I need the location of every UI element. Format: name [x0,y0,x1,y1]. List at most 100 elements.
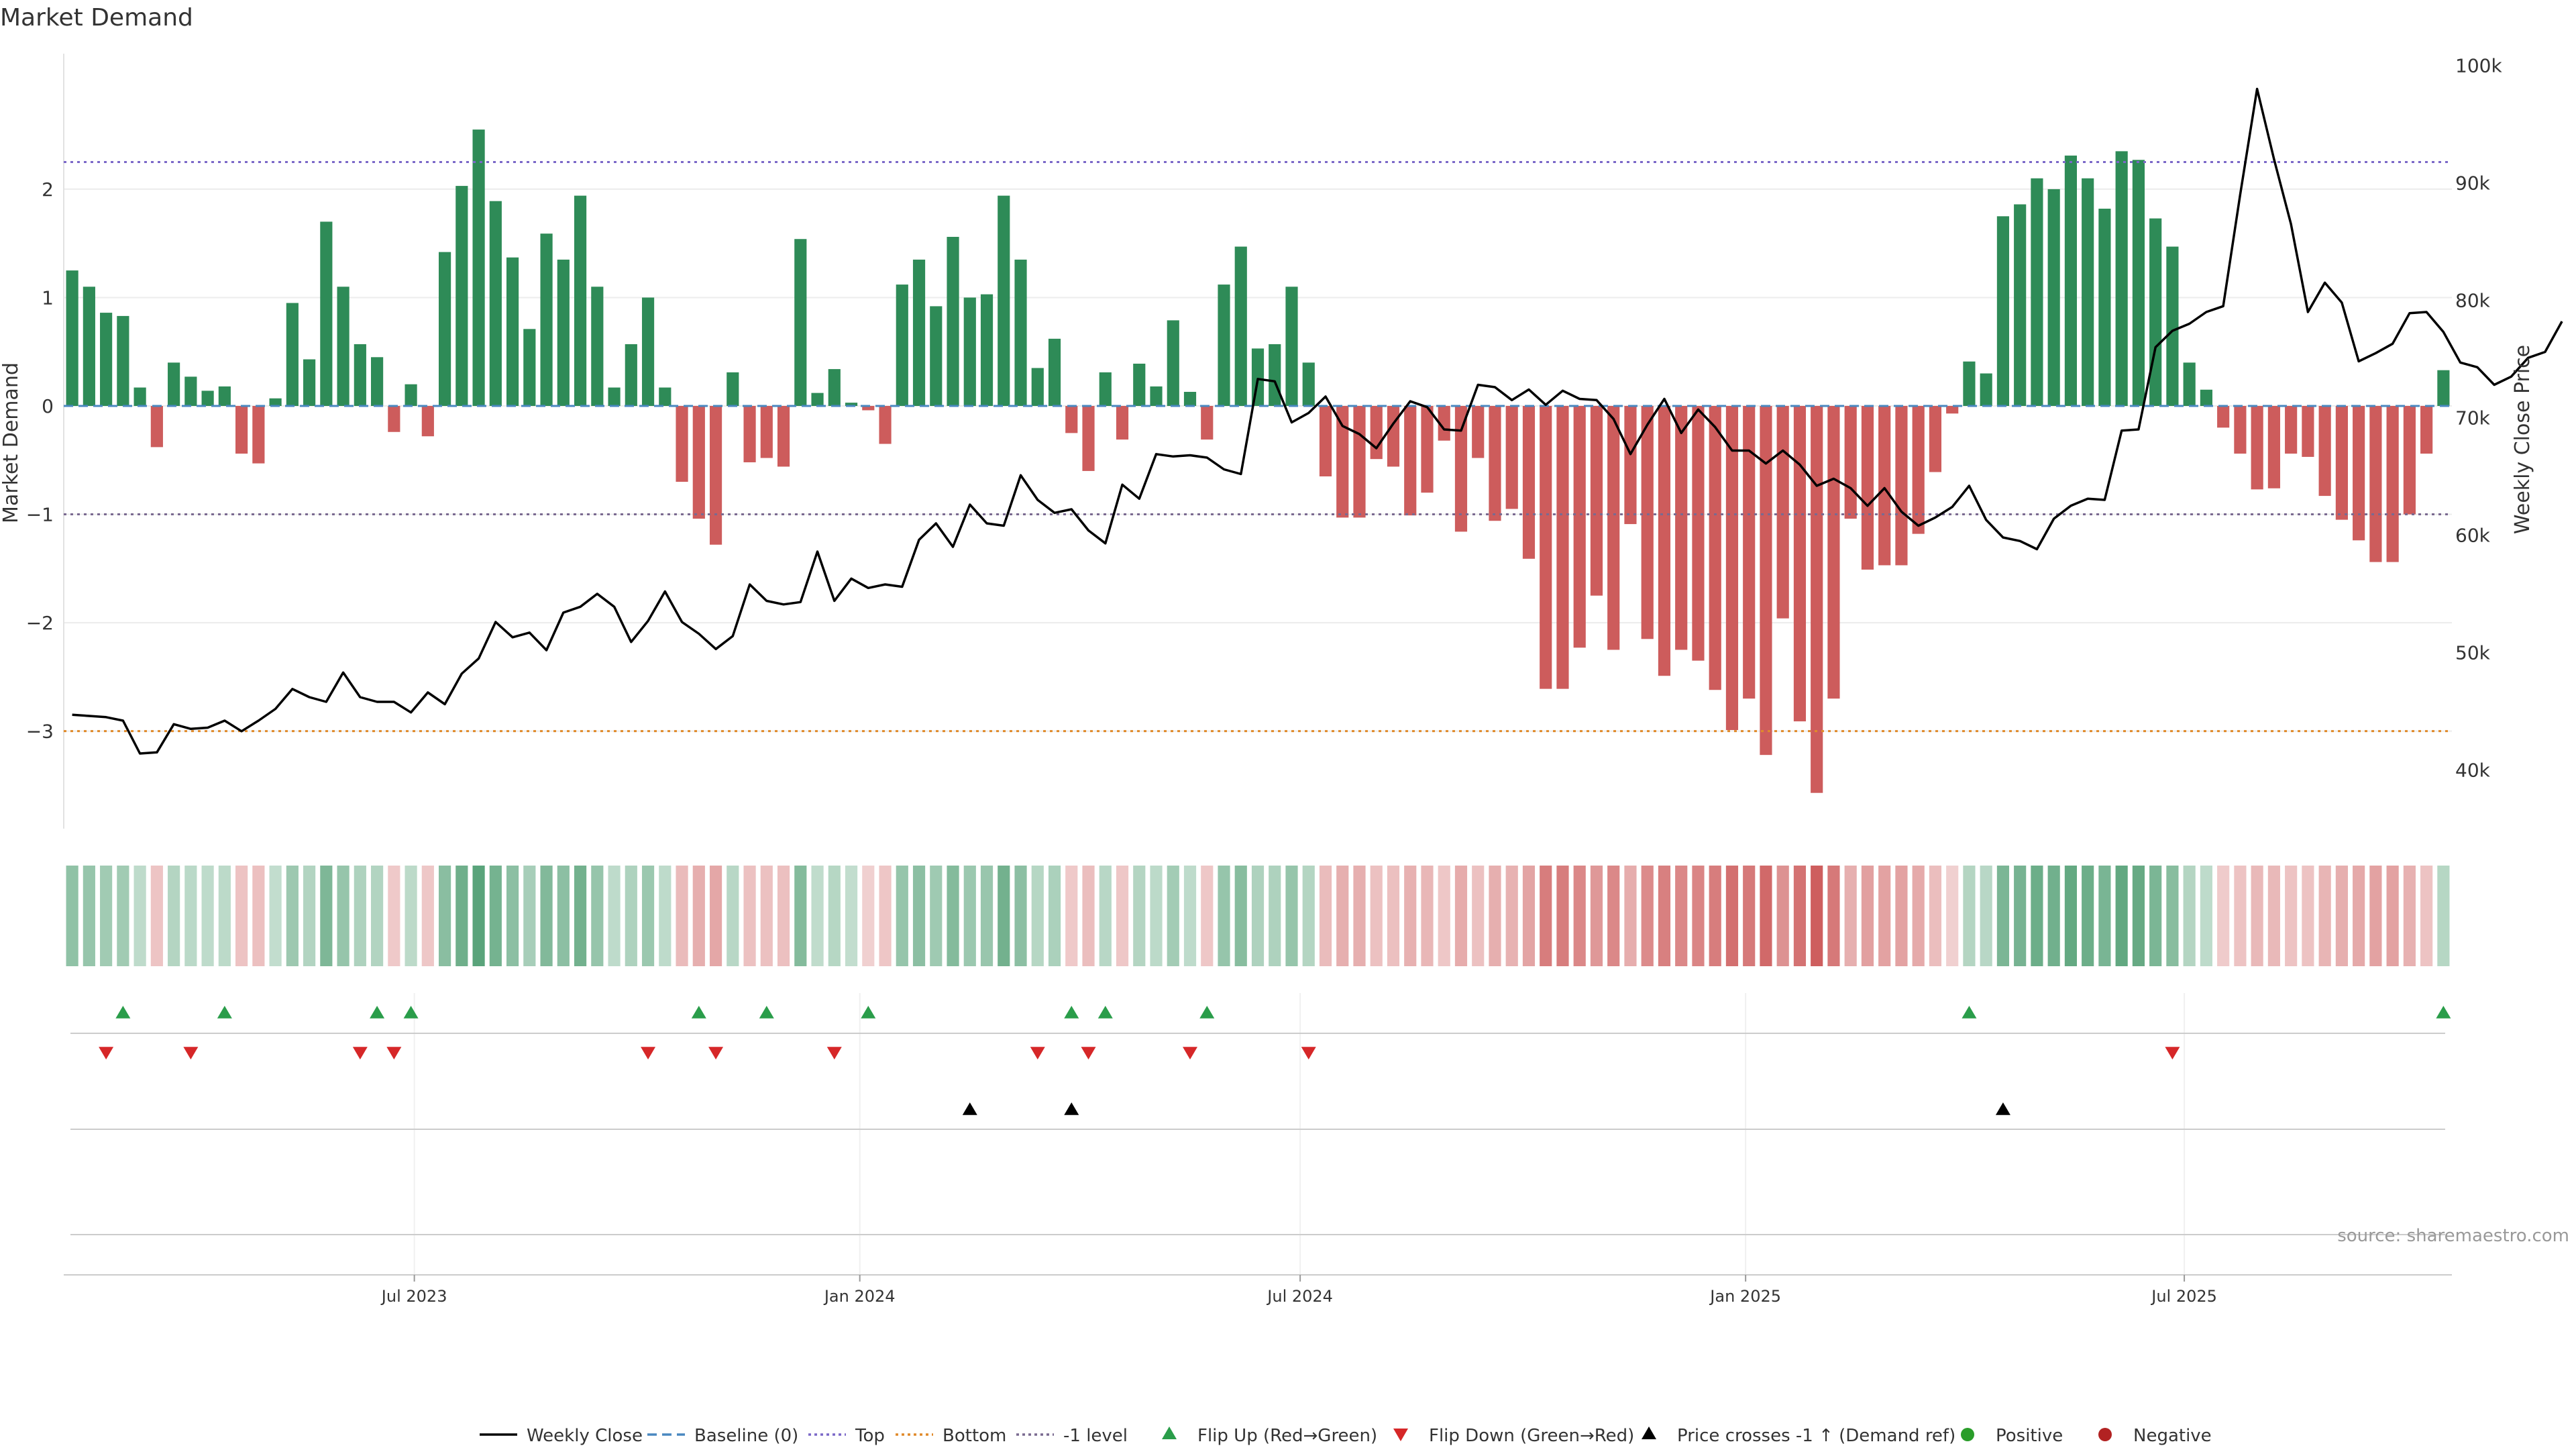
demand-bar [1573,406,1586,648]
demand-bar [472,129,485,407]
strip-cell [2234,866,2247,966]
strip-cell [760,866,773,966]
strip-cell [2115,866,2128,966]
demand-bar [811,393,824,406]
demand-bar [184,376,197,406]
strip-cell [150,866,163,966]
strip-cell [2353,866,2365,966]
y-axis-label-left: Market Demand [0,362,23,523]
demand-bar [235,406,248,454]
strip-cell [1269,866,1281,966]
strip-cell [2082,866,2094,966]
strip-cell [201,866,214,966]
strip-cell [608,866,621,966]
strip-cell [1048,866,1061,966]
flip-up-marker [1962,1006,1977,1019]
strip-cell [2369,866,2382,966]
flip-up-marker [370,1006,385,1019]
strip-cell [743,866,756,966]
chart-title: Market Demand [0,4,193,32]
event-rows [70,1006,2451,1235]
demand-bar [1031,368,1044,406]
demand-bar [1709,406,1721,690]
strip-cell [1285,866,1298,966]
demand-bar [354,344,366,406]
flip-down-marker [2165,1047,2180,1059]
demand-bar [2285,406,2298,454]
demand-bar [1963,361,1976,406]
strip-cell [998,866,1010,966]
demand-bar [1946,406,1959,414]
strip-cell [811,866,824,966]
strip-cell [2014,866,2027,966]
legend-label: Baseline (0) [694,1426,798,1446]
x-tick-label: Jul 2023 [380,1287,447,1306]
strip-cell [1607,866,1620,966]
demand-bar [760,406,773,458]
demand-bar [1895,406,1908,566]
strip-cell [692,866,705,966]
demand-bar [2302,406,2314,457]
strip-cell [405,866,417,966]
strip-cell [557,866,570,966]
demand-bar [963,297,976,406]
demand-bar [2132,160,2145,407]
strip-cell [1760,866,1772,966]
strip-cell [455,866,468,966]
demand-bar [168,362,180,406]
x-tick-label: Jan 2025 [1709,1287,1781,1306]
demand-bar [455,186,468,406]
demand-bar [1590,406,1603,596]
strip-cell [1353,866,1366,966]
strip-cell [337,866,350,966]
strip-cell [523,866,536,966]
demand-bar [1505,406,1518,509]
strip-cell [354,866,366,966]
strip-cell [828,866,841,966]
strip-cell [1675,866,1688,966]
strip-cell [1929,866,1942,966]
demand-bar [2267,406,2280,488]
demand-bar [947,237,959,406]
demand-bar [1624,406,1637,525]
demand-bar [489,201,502,406]
strip-cell [117,866,129,966]
strip-cell [2335,866,2348,966]
strip-cell [1234,866,1247,966]
demand-bar [1183,392,1197,406]
strip-cell [1370,866,1383,966]
y-tick-label-left: −3 [26,721,54,743]
strip-cell [2166,866,2179,966]
strip-cell [2132,866,2145,966]
demand-bar [337,287,350,406]
demand-bar [523,329,536,406]
strip-cell [963,866,976,966]
demand-bar [2200,389,2212,406]
demand-bar [2420,406,2433,454]
strip-cell [1472,866,1485,966]
flip-up-marker [115,1006,131,1019]
price-cross-marker [1064,1102,1079,1115]
strip-cell [506,866,519,966]
strip-cell [1776,866,1789,966]
y-tick-label-left: −2 [26,612,54,634]
demand-bar [2234,406,2247,454]
x-tick-label: Jul 2024 [1266,1287,1333,1306]
demand-bar [133,387,146,406]
strip-cell [1844,866,1857,966]
strip-cell [1878,866,1891,966]
x-axis: Jul 2023 Jan 2024 Jul 2024 Jan 2025 Jul 2025 [64,1274,2452,1306]
strip-cell [1133,866,1146,966]
strip-cell [1590,866,1603,966]
strip-cell [2200,866,2212,966]
demand-bar [506,257,519,406]
demand-bar [218,386,231,406]
demand-bar [727,372,739,406]
demand-bar [2318,406,2331,497]
strip-cell [1336,866,1349,966]
demand-bar [2403,406,2416,515]
strip-cell [540,866,553,966]
demand-bar [150,406,163,448]
demand-bar [405,384,417,406]
